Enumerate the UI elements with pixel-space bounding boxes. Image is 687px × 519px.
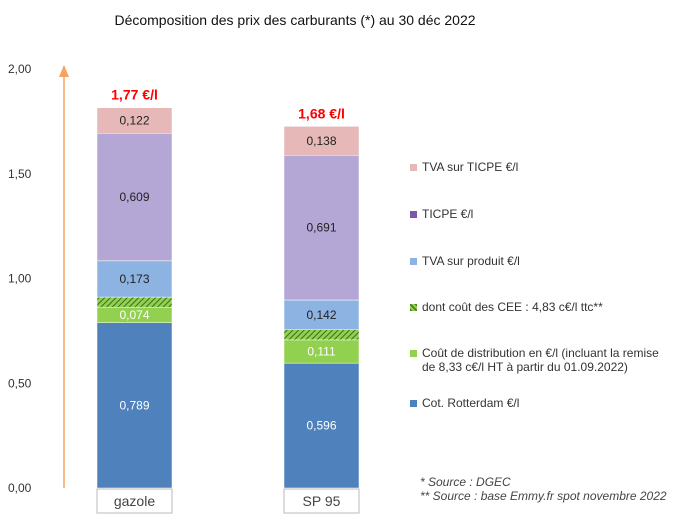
y-tick-label: 0,50	[8, 376, 32, 390]
data-label: 0,142	[306, 308, 336, 322]
bar-sp-95: 0,596 0,111 0,142 0,691 0,138 1,68 €/l SP 95	[283, 105, 360, 514]
data-label: 0,111	[307, 345, 336, 359]
legend-swatch	[410, 400, 417, 407]
legend-swatch	[410, 164, 417, 171]
legend-swatch	[410, 211, 417, 218]
bar-segment	[96, 296, 173, 308]
legend-label: dont coût des CEE : 4,83 c€/l ttc**	[422, 300, 603, 314]
y-tick-label: 1,00	[8, 272, 32, 286]
category-box	[283, 488, 360, 514]
y-tick-label: 0,00	[8, 481, 32, 495]
data-label: 0,596	[306, 419, 336, 433]
data-label: 0,691	[306, 221, 336, 235]
bar-segment	[96, 322, 173, 489]
data-label: 0,122	[119, 113, 149, 127]
y-tick-label: 1,50	[8, 167, 32, 181]
data-label: 0,074	[119, 308, 149, 322]
total-label: 1,77 €/l	[111, 87, 158, 103]
bar-segment	[283, 329, 360, 341]
total-label: 1,68 €/l	[298, 105, 345, 121]
bar-segment	[283, 126, 360, 156]
legend-label: TVA sur TICPE €/l	[422, 160, 519, 174]
bar-segment	[283, 362, 360, 489]
bar-segment	[96, 133, 173, 262]
bar-segment	[96, 107, 173, 134]
source-dgec: * Source : DGEC	[420, 475, 511, 489]
legend-label: Coût de distribution en €/l (incluant la…	[422, 346, 659, 374]
y-tick-label: 2,00	[8, 62, 32, 76]
data-label: 0,138	[306, 134, 336, 148]
legend-swatch	[410, 258, 417, 265]
bar-gazole: 0,789 0,074 0,173 0,609 0,122 1,77 €/l gazole	[96, 87, 173, 514]
source-emmy: ** Source : base Emmy.fr spot novembre 2…	[420, 489, 667, 503]
legend-swatch	[410, 304, 417, 311]
legend-label: Cot. Rotterdam €/l	[422, 396, 520, 410]
bar-segment	[96, 260, 173, 298]
bar-segment	[283, 155, 360, 301]
bar-segment	[283, 299, 360, 331]
data-label: 0,173	[119, 272, 149, 286]
legend-label: TICPE €/l	[422, 207, 474, 221]
data-label: 0,609	[119, 190, 149, 204]
chart-title: Décomposition des prix des carburants (*…	[114, 12, 476, 28]
source-notes: * Source : DGEC ** Source : base Emmy.fr…	[420, 475, 667, 503]
x-tick-label: SP 95	[303, 493, 341, 509]
data-label: 0,789	[119, 398, 149, 412]
x-tick-label: gazole	[114, 493, 155, 509]
category-box	[96, 488, 173, 514]
y-axis: 0,00 0,50 1,00 1,50 2,00	[8, 62, 69, 495]
legend-label: TVA sur produit €/l	[422, 254, 520, 268]
axis-arrow-head	[59, 65, 69, 77]
legend-swatch	[410, 350, 417, 357]
